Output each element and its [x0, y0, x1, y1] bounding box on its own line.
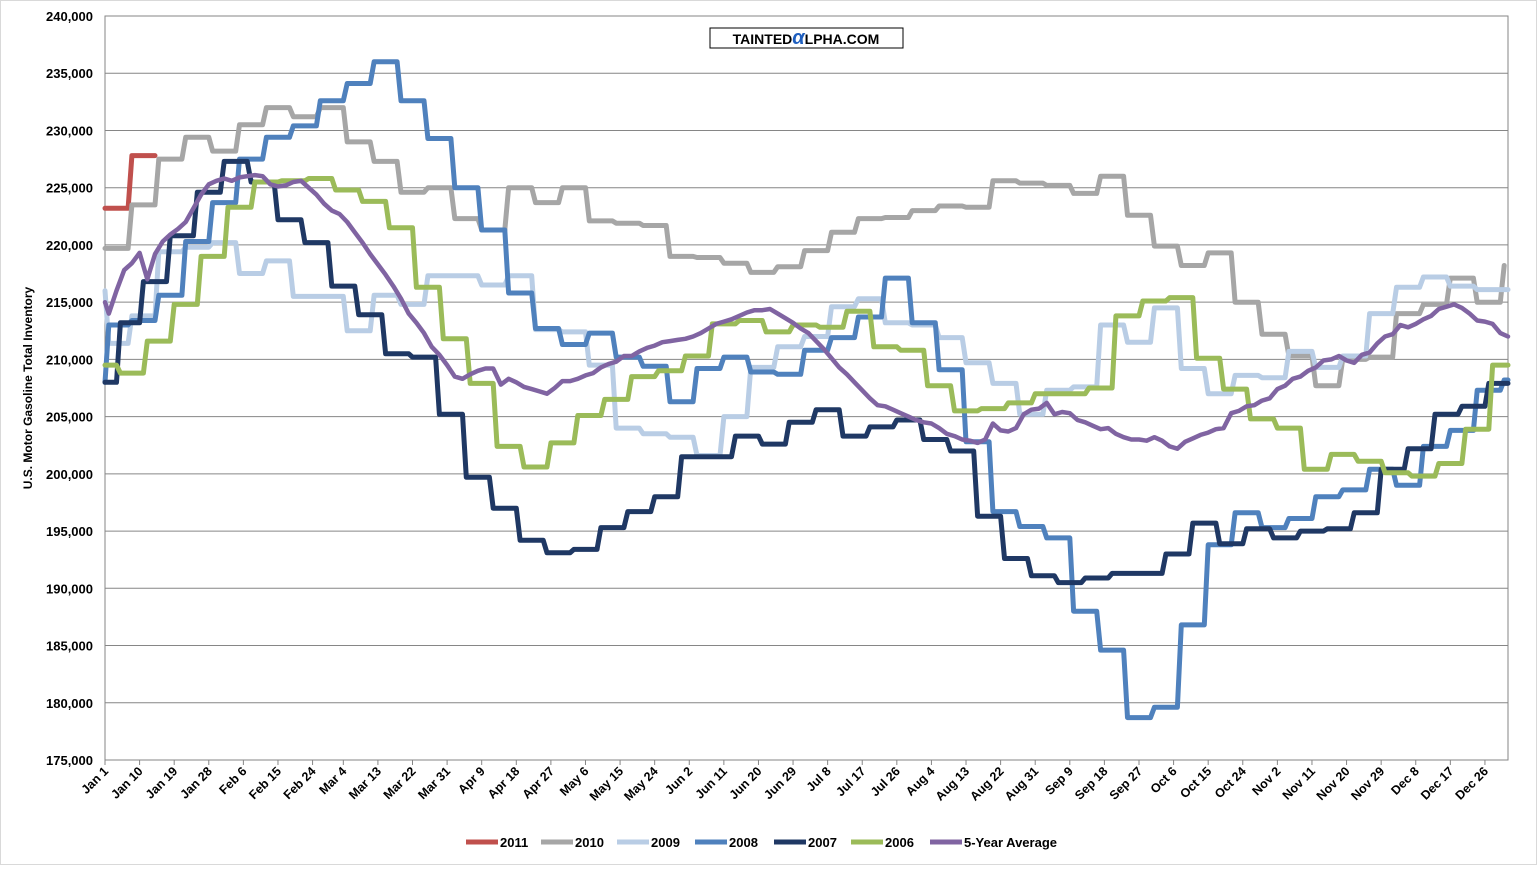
series-line-2010 — [102, 105, 1507, 389]
y-tick-label: 225,000 — [46, 181, 93, 196]
series-line-2011 — [102, 153, 158, 211]
watermark-box — [709, 27, 904, 49]
series-line-2009 — [102, 240, 1511, 458]
watermark-text: TAINTEDαLPHA.COM — [733, 27, 880, 49]
series-line-5-year-average — [102, 172, 1511, 451]
y-tick-label: 240,000 — [46, 9, 93, 24]
y-axis-tick-labels: 175,000 180,000 185,000 190,000 195,000 200,0… — [46, 9, 93, 768]
series-lines — [102, 59, 1511, 721]
y-tick-label: 215,000 — [46, 295, 93, 310]
y-tick-label: 230,000 — [46, 123, 93, 138]
watermark-alpha-symbol: α — [792, 27, 806, 49]
legend-label-2009: 2009 — [651, 835, 680, 850]
y-tick-label: 200,000 — [46, 467, 93, 482]
y-tick-label: 235,000 — [46, 66, 93, 81]
legend-label-2007: 2007 — [808, 835, 837, 850]
legend-label-2006: 2006 — [885, 835, 914, 850]
y-axis-label: U.S. Motor Gasoline Total Inventory — [21, 286, 35, 489]
y-tick-label: 190,000 — [46, 581, 93, 596]
watermark-part2: LPHA.COM — [805, 31, 880, 47]
y-tick-label: 180,000 — [46, 696, 93, 711]
y-tick-label: 175,000 — [46, 753, 93, 768]
watermark: TAINTEDαLPHA.COM — [709, 27, 904, 49]
y-tick-label: 185,000 — [46, 639, 93, 654]
watermark-part1: TAINTED — [733, 31, 793, 47]
legend-label-2008: 2008 — [729, 835, 758, 850]
plot-area-border — [104, 15, 1509, 761]
y-tick-label: 205,000 — [46, 410, 93, 425]
y-tick-label: 220,000 — [46, 238, 93, 253]
y-tick-label: 210,000 — [46, 352, 93, 367]
series-line-2006 — [102, 176, 1511, 479]
legend-label-2011: 2011 — [500, 835, 528, 850]
legend-label-5-year-average: 5-Year Average — [964, 835, 1057, 850]
y-tick-label: 195,000 — [46, 524, 93, 539]
series-line-2007 — [102, 158, 1511, 586]
series-line-2008 — [102, 59, 1511, 721]
legend-label-2010: 2010 — [575, 835, 604, 850]
legend: 2011 2010 2009 2008 2007 2006 5-Year Average — [466, 835, 1057, 850]
